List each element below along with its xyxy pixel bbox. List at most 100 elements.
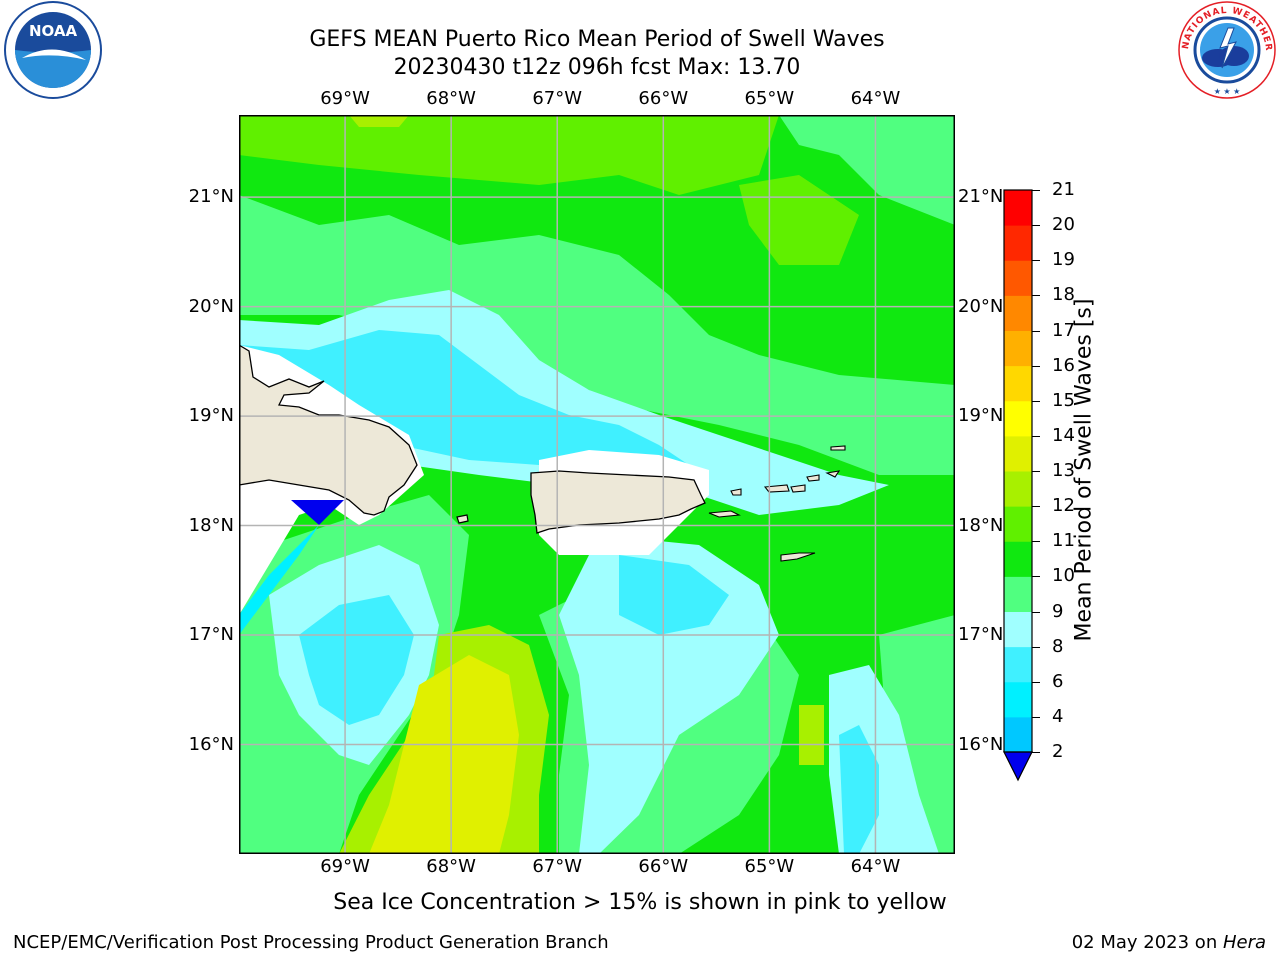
field-band-11-12-n1: [239, 115, 779, 195]
land-mona-island: [456, 514, 469, 524]
map-subtitle: 20230430 t12z 096h fcst Max: 13.70: [393, 55, 801, 80]
land-puerto-rico: [530, 470, 706, 534]
lon-label-bottom: 64°W: [850, 856, 901, 877]
lon-label-top: 69°W: [320, 88, 370, 109]
lat-label-left: 21°N: [188, 186, 234, 208]
land-st-john: [790, 484, 806, 493]
colorbar-label: Mean Period of Swell Waves [s]: [1071, 298, 1097, 642]
colorbar-tick-label: 10: [1052, 565, 1075, 587]
colorbar-segment: [1004, 435, 1032, 472]
colorbar-tick-label: 8: [1052, 635, 1064, 657]
lat-label-right: 17°N: [958, 624, 1004, 646]
colorbar-tick-mark: [1032, 646, 1040, 648]
colorbar-segment: [1004, 225, 1032, 261]
svg-text:★ ★ ★: ★ ★ ★: [1214, 87, 1241, 96]
land-virgin-gorda: [825, 470, 841, 478]
colorbar: [1003, 189, 1033, 782]
colorbar-tick-label: 21: [1052, 179, 1075, 200]
footer-date: 02 May 2023 on Hera: [1072, 932, 1266, 953]
field-band-12-13-n: [349, 115, 409, 127]
colorbar-segment: [1004, 681, 1032, 718]
colorbar-tick-mark: [1032, 435, 1040, 437]
colorbar-tick-label: 9: [1052, 600, 1064, 622]
colorbar-segment: [1004, 576, 1032, 612]
lon-label-top: 68°W: [426, 88, 476, 109]
colorbar-tick-mark: [1032, 330, 1040, 332]
field-band-6-8-sw: [299, 595, 414, 725]
land-st-croix: [780, 552, 816, 562]
field-band-8-9-sc: [559, 535, 779, 854]
lat-label-left: 16°N: [188, 733, 234, 755]
colorbar-tick-mark: [1032, 611, 1040, 613]
colorbar-segment: [1004, 541, 1032, 577]
lon-label-top: 64°W: [850, 88, 901, 109]
land-culebra: [730, 488, 742, 496]
land-st-thomas: [763, 484, 790, 493]
colorbar-tick-mark: [1032, 225, 1040, 227]
lat-label-right: 16°N: [958, 733, 1004, 755]
colorbar-tick-label: 13: [1052, 460, 1075, 481]
lon-label-bottom: 69°W: [320, 856, 370, 877]
lat-label-left: 20°N: [188, 295, 234, 317]
colorbar-segment: [1004, 260, 1032, 296]
land-vieques: [708, 510, 741, 518]
colorbar-tick-label: 11: [1052, 530, 1075, 552]
colorbar-tick-label: 19: [1052, 249, 1075, 271]
colorbar-tick-label: 2: [1052, 741, 1064, 762]
footer-date-text: 02 May 2023 on: [1071, 932, 1223, 953]
swell-period-map: [239, 115, 955, 854]
land-hispaniola: [239, 344, 418, 516]
colorbar-segment: [1004, 506, 1032, 542]
colorbar-segment: [1004, 295, 1032, 331]
colorbar-tick-mark: [1032, 576, 1040, 578]
colorbar-segment: [1004, 471, 1032, 507]
footer-host: Hera: [1222, 932, 1266, 953]
lat-label-right: 18°N: [958, 514, 1004, 536]
colorbar-tick-mark: [1032, 506, 1040, 508]
colorbar-tick-label: 12: [1052, 495, 1075, 517]
colorbar-tick-mark: [1032, 681, 1040, 683]
colorbar-tick-mark: [1032, 471, 1040, 472]
colorbar-segment: [1004, 190, 1032, 226]
colorbar-tick-mark: [1032, 295, 1040, 297]
colorbar-tick-label: 15: [1052, 389, 1075, 411]
lon-label-bottom: 65°W: [744, 856, 795, 877]
lat-label-left: 17°N: [188, 624, 234, 646]
field-band-9-10-c: [239, 195, 955, 475]
colorbar-segment: [1004, 611, 1032, 648]
field-band-9-10-se: [879, 615, 955, 854]
colorbar-tick-label: 6: [1052, 670, 1064, 692]
colorbar-tick-label: 4: [1052, 705, 1064, 727]
field-band-6-8-c: [239, 330, 689, 470]
map-frame: [239, 115, 955, 854]
colorbar-tick-mark: [1032, 752, 1040, 753]
colorbar-segment: [1004, 365, 1032, 402]
colorbar-tick-label: 14: [1052, 424, 1075, 446]
colorbar-tick-label: 18: [1052, 284, 1075, 306]
graticule: [239, 115, 955, 854]
colorbar-tick-mark: [1032, 541, 1040, 543]
colorbar-tick-mark: [1032, 716, 1040, 718]
lat-label-right: 19°N: [958, 405, 1004, 427]
colorbar-tick-label: 17: [1052, 319, 1075, 341]
colorbar-segment: [1004, 716, 1032, 753]
field-band-6-8-sc: [619, 555, 729, 635]
colorbar-tick-mark: [1032, 190, 1040, 191]
colorbar-tick-mark: [1032, 365, 1040, 367]
under-range-patch: [291, 500, 344, 525]
band-4-6-strip: [239, 525, 319, 635]
land-anegada: [830, 445, 846, 451]
lon-label-bottom: 68°W: [426, 856, 476, 877]
noaa-logo-icon: NOAA: [4, 1, 102, 99]
footer-branch: NCEP/EMC/Verification Post Processing Pr…: [13, 932, 609, 953]
lat-label-right: 21°N: [958, 186, 1004, 208]
land-tortola: [806, 474, 820, 482]
lon-label-top: 67°W: [532, 88, 583, 109]
lon-label-top: 65°W: [744, 88, 795, 109]
field-band-12-13-se: [799, 705, 824, 765]
sea-ice-note: Sea Ice Concentration > 15% is shown in …: [333, 890, 947, 915]
map-title: GEFS MEAN Puerto Rico Mean Period of Swe…: [309, 27, 885, 52]
colorbar-tick-mark: [1032, 260, 1040, 262]
colorbar-segment: [1004, 646, 1032, 683]
colorbar-segment: [1004, 330, 1032, 367]
